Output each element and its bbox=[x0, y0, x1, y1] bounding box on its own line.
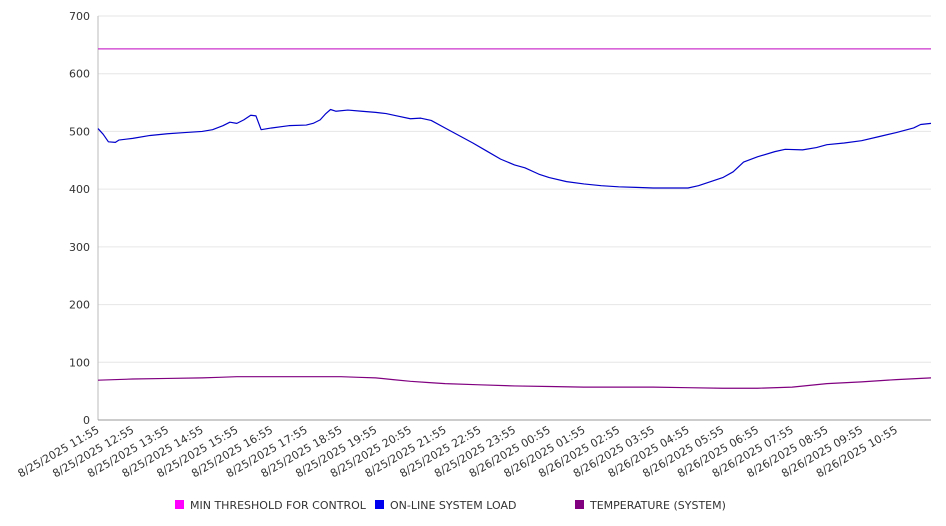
y-tick-label: 100 bbox=[69, 356, 90, 369]
y-tick-label: 0 bbox=[83, 414, 90, 427]
legend: MIN THRESHOLD FOR CONTROL ON-LINE SYSTEM … bbox=[175, 499, 726, 512]
y-tick-label: 600 bbox=[69, 68, 90, 81]
legend-label: TEMPERATURE (SYSTEM) bbox=[589, 499, 726, 512]
grid-lines bbox=[98, 15, 931, 363]
legend-swatch bbox=[575, 500, 584, 509]
legend-label: ON-LINE SYSTEM LOAD bbox=[390, 499, 516, 512]
y-tick-label: 700 bbox=[69, 10, 90, 23]
y-tick-label: 400 bbox=[69, 183, 90, 196]
y-tick-label: 300 bbox=[69, 241, 90, 254]
y-tick-label: 500 bbox=[69, 125, 90, 138]
x-tick-labels: 8/25/2025 11:558/25/2025 12:558/25/2025 … bbox=[16, 423, 900, 480]
series-line-3 bbox=[97, 376, 932, 389]
series-lines bbox=[97, 48, 932, 389]
legend-swatch bbox=[375, 500, 384, 509]
legend-swatch bbox=[175, 500, 184, 509]
legend-label: MIN THRESHOLD FOR CONTROL bbox=[190, 499, 367, 512]
axes bbox=[97, 16, 931, 421]
y-tick-label: 200 bbox=[69, 299, 90, 312]
series-line-2 bbox=[97, 108, 932, 189]
y-tick-labels: 0 100 200 300 400 500 600 700 bbox=[69, 10, 90, 427]
